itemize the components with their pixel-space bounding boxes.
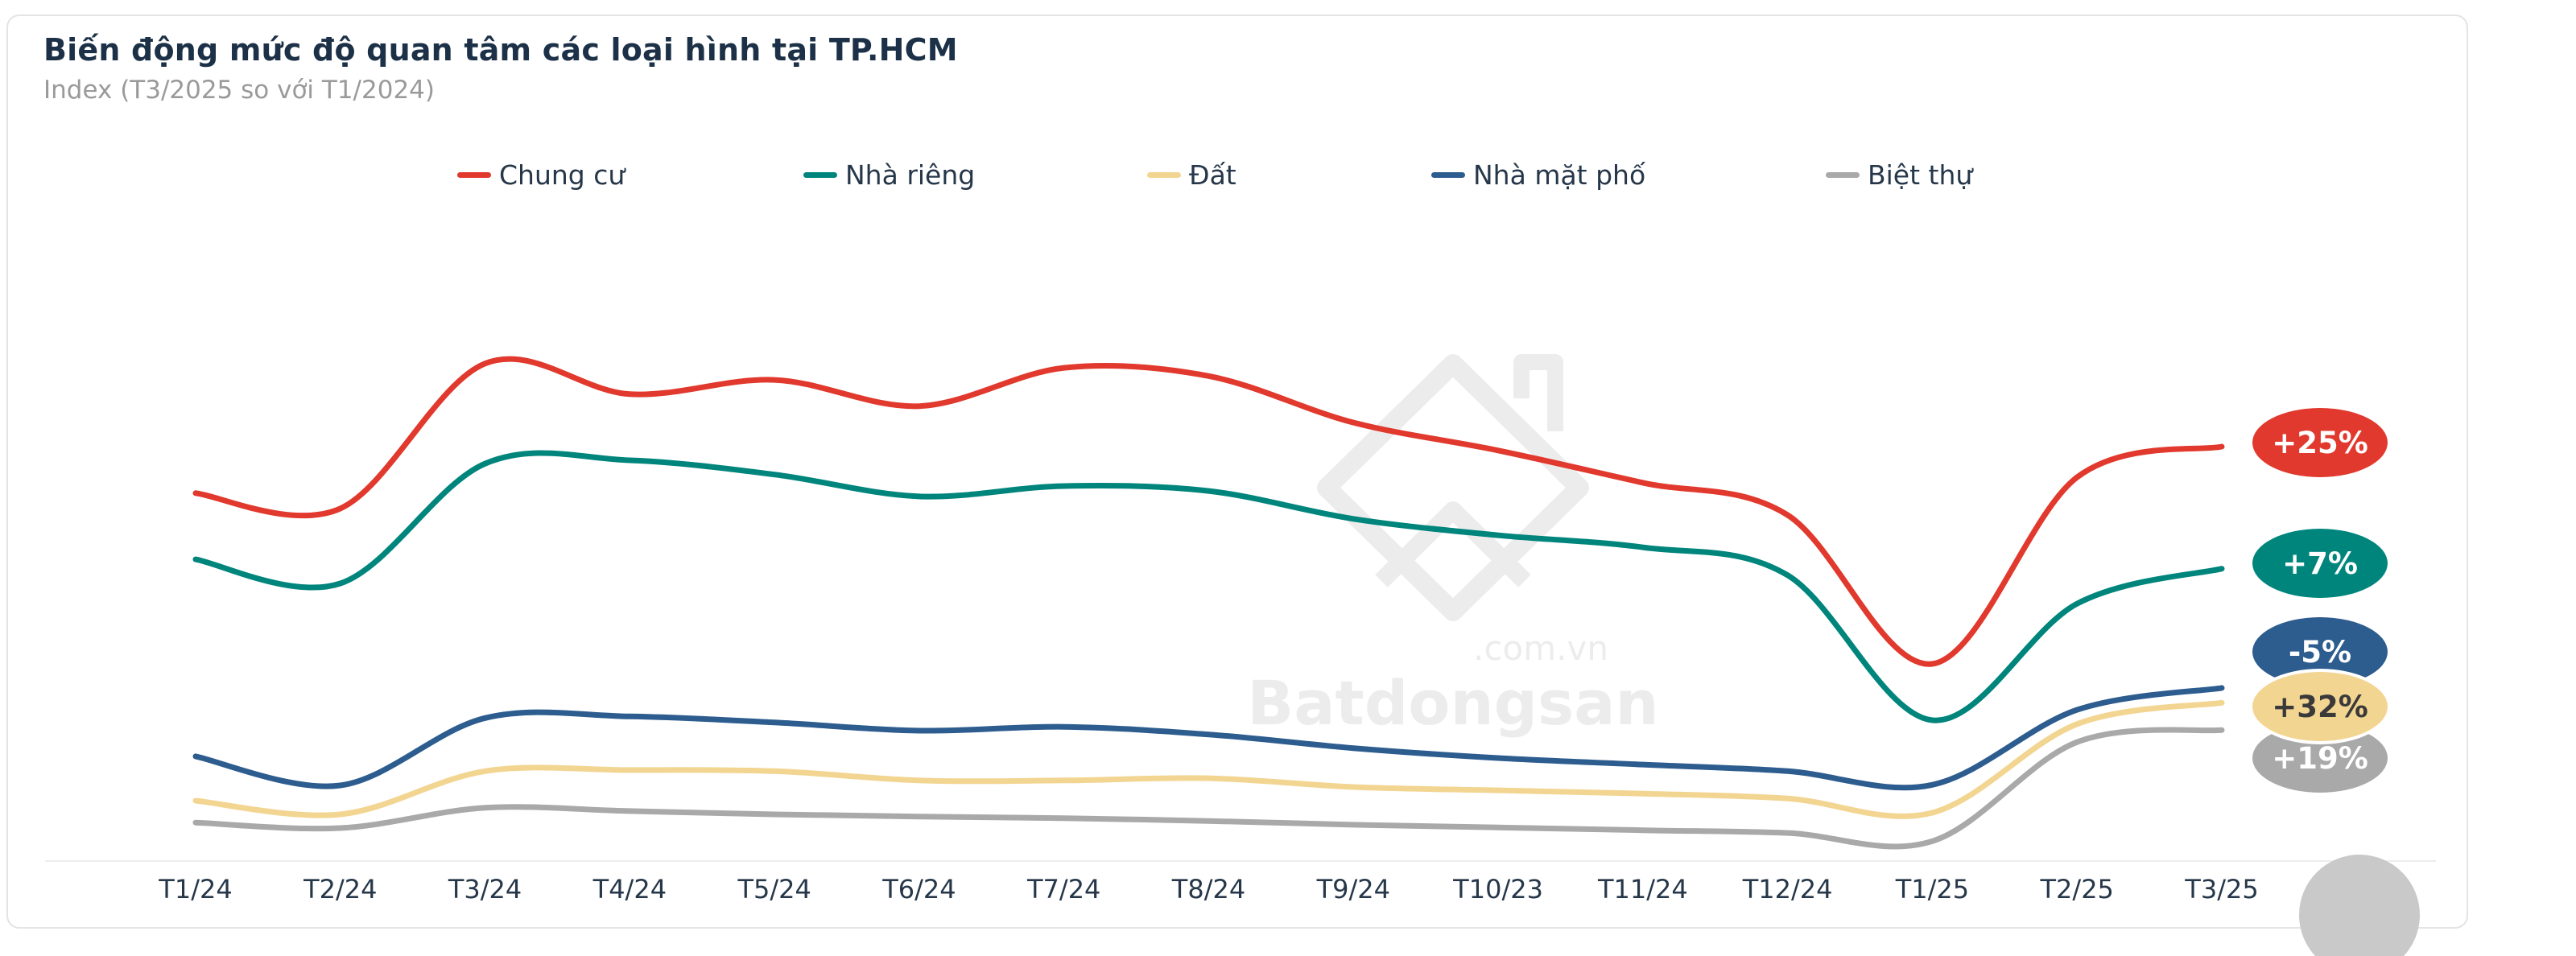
legend-item-5[interactable]: Biệt thự [1826, 159, 1972, 191]
line-chart: .com.vn Batdongsan [192, 354, 2225, 850]
watermark-logo [1317, 354, 1589, 621]
value-badge-1: +25% [2249, 405, 2391, 480]
x-tick-label: T1/24 [159, 874, 233, 904]
x-tick-label: T6/24 [882, 874, 956, 904]
legend-marker-icon [1431, 172, 1465, 178]
watermark-brand-text: Batdongsan [1247, 667, 1658, 739]
value-badge-3: +32% [2249, 669, 2391, 744]
scroll-top-button[interactable] [2299, 855, 2420, 956]
legend-item-1[interactable]: Chung cư [457, 159, 625, 191]
x-tick-label: T9/24 [1316, 874, 1390, 904]
series-line-5 [192, 727, 2225, 850]
x-tick-label: T4/24 [592, 874, 667, 904]
value-badge-4: -5% [2249, 614, 2391, 690]
series-line-3 [192, 699, 2225, 819]
chart-card: Biến động mức độ quan tâm các loại hình … [6, 14, 2468, 929]
x-tick-label: T5/24 [737, 874, 811, 904]
legend-label: Nhà riêng [845, 159, 976, 191]
page-title: Biến động mức độ quan tâm các loại hình … [43, 32, 958, 68]
x-tick-label: T10/23 [1453, 874, 1543, 904]
x-tick-label: T7/24 [1027, 874, 1101, 904]
value-badge-2: +7% [2249, 525, 2391, 601]
series-line-4 [192, 685, 2225, 791]
legend-item-3[interactable]: Đất [1147, 159, 1236, 191]
watermark-domain-text: .com.vn [1473, 628, 1608, 668]
x-tick-label: T3/25 [2185, 874, 2259, 904]
legend-label: Chung cư [499, 159, 625, 191]
x-tick-label: T3/24 [448, 874, 522, 904]
legend-marker-icon [1147, 172, 1181, 178]
series-line-1 [192, 356, 2225, 667]
x-tick-label: T8/24 [1171, 874, 1246, 904]
x-tick-label: T2/24 [303, 874, 378, 904]
chart-subtitle: Index (T3/2025 so với T1/2024) [43, 76, 435, 105]
legend-label: Đất [1189, 159, 1236, 191]
x-axis-baseline [45, 860, 2436, 862]
x-tick-label: T12/24 [1742, 874, 1833, 904]
x-tick-label: T11/24 [1597, 874, 1688, 904]
legend-label: Biệt thự [1868, 159, 1973, 191]
legend-item-4[interactable]: Nhà mặt phố [1431, 159, 1645, 191]
legend-label: Nhà mặt phố [1473, 159, 1646, 191]
x-tick-label: T1/25 [1895, 874, 1970, 904]
legend-marker-icon [803, 172, 837, 178]
legend-item-2[interactable]: Nhà riêng [803, 159, 975, 191]
x-tick-label: T2/25 [2040, 874, 2114, 904]
series-line-2 [192, 450, 2225, 723]
legend-marker-icon [457, 172, 491, 178]
legend-marker-icon [1826, 172, 1860, 178]
